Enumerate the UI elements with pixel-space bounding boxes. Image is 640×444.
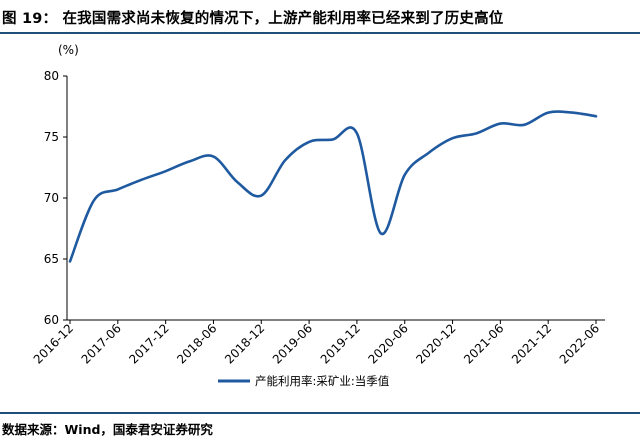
- series-line: [68, 110, 598, 263]
- x-tick-label: 2017-06: [79, 321, 124, 366]
- x-tick-label: 2016-12: [31, 321, 76, 366]
- y-tick-label: 60: [44, 313, 59, 327]
- figure-header: 图 19： 在我国需求尚未恢复的情况下，上游产能利用率已经来到了历史高位: [0, 0, 640, 36]
- y-tick-labels: 60 65 70 75 80: [44, 69, 59, 327]
- legend-label: 产能利用率:采矿业:当季值: [255, 374, 390, 388]
- y-unit-label: (%): [58, 43, 79, 57]
- x-tick-label: 2020-12: [413, 321, 458, 366]
- header-rule: [0, 32, 640, 34]
- x-tick-label: 2019-12: [318, 321, 363, 366]
- chart-legend: 产能利用率:采矿业:当季值: [218, 374, 390, 388]
- x-tick-label: 2021-06: [461, 321, 506, 366]
- x-tick-label: 2018-12: [222, 321, 267, 366]
- x-tick-label: 2017-12: [126, 321, 171, 366]
- footer-rule: [0, 412, 640, 414]
- x-tick-label: 2021-12: [509, 321, 554, 366]
- y-tick-label: 65: [44, 252, 59, 266]
- x-tick-label: 2020-06: [365, 321, 410, 366]
- y-tick-label: 75: [44, 130, 59, 144]
- x-tick-label: 2022-06: [557, 321, 602, 366]
- x-tick-label: 2019-06: [270, 321, 315, 366]
- y-tick-label: 70: [44, 191, 59, 205]
- x-tick-labels: 2016-12 2017-06 2017-12 2018-06 2018-12 2019-…: [31, 321, 602, 366]
- figure-source: 数据来源：Wind，国泰君安证券研究: [2, 422, 213, 437]
- x-tick-label: 2018-06: [174, 321, 219, 366]
- chart-axes: [63, 75, 605, 324]
- figure-title: 图 19： 在我国需求尚未恢复的情况下，上游产能利用率已经来到了历史高位: [2, 11, 504, 27]
- y-tick-label: 80: [44, 69, 59, 83]
- chart-series: [68, 110, 598, 263]
